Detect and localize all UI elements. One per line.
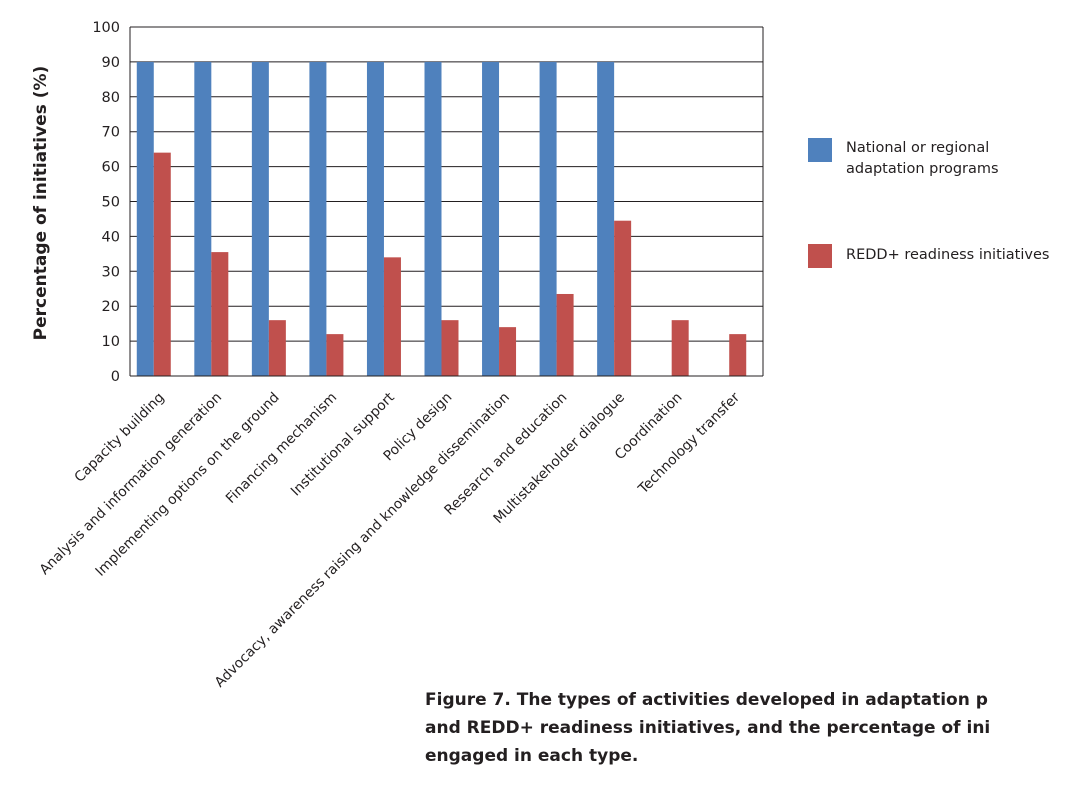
y-tick-label: 40 bbox=[102, 229, 120, 245]
bar-adaptation-4 bbox=[366, 61, 384, 377]
y-tick-label: 10 bbox=[102, 334, 120, 350]
bar-redd-4 bbox=[383, 257, 401, 376]
caption-line-3: engaged in each type. bbox=[425, 746, 639, 766]
bar-adaptation-5 bbox=[424, 61, 442, 377]
bar-redd-10 bbox=[729, 334, 747, 376]
y-tick-label: 80 bbox=[102, 90, 120, 106]
bar-adaptation-2 bbox=[251, 61, 269, 377]
legend-swatch-redd bbox=[808, 244, 832, 268]
bar-redd-1 bbox=[211, 252, 229, 376]
gridlines bbox=[130, 26, 763, 377]
legend-item-adaptation: National or regional adaptation programs bbox=[808, 138, 1036, 180]
caption-line-1: Figure 7. The types of activities develo… bbox=[425, 690, 988, 710]
bar-adaptation-3 bbox=[309, 61, 327, 377]
bar-redd-6 bbox=[499, 327, 517, 376]
y-tick-label: 60 bbox=[102, 160, 120, 176]
y-tick-label: 90 bbox=[102, 55, 120, 71]
y-tick-label: 70 bbox=[102, 125, 120, 141]
bar-adaptation-8 bbox=[597, 61, 615, 377]
bar-adaptation-6 bbox=[482, 61, 500, 377]
bar-redd-3 bbox=[326, 334, 344, 376]
x-tick-label: Institutional support bbox=[288, 389, 398, 499]
y-tick-label: 30 bbox=[102, 264, 120, 280]
figure-caption: Figure 7. The types of activities develo… bbox=[425, 686, 1088, 770]
bar-adaptation-7 bbox=[539, 61, 557, 377]
axes bbox=[129, 27, 764, 377]
legend-label-redd: REDD+ readiness initiatives bbox=[846, 247, 1050, 263]
bar-redd-0 bbox=[153, 152, 171, 376]
bars bbox=[136, 61, 747, 377]
y-tick-label: 50 bbox=[102, 195, 120, 211]
legend-swatch-adaptation bbox=[808, 138, 832, 162]
y-tick-label: 0 bbox=[111, 369, 120, 385]
bar-adaptation-0 bbox=[136, 61, 154, 377]
legend-label-adaptation: National or regional adaptation programs bbox=[846, 140, 999, 177]
y-tick-labels: 0 10 20 30 40 50 60 70 80 90 100 bbox=[92, 20, 120, 385]
bar-redd-2 bbox=[268, 320, 286, 376]
caption-line-2: and REDD+ readiness initiatives, and the… bbox=[425, 718, 991, 738]
x-tick-label: Financing mechanism bbox=[223, 390, 340, 507]
bar-redd-9 bbox=[671, 320, 689, 376]
bar-redd-7 bbox=[556, 293, 574, 376]
x-tick-label: Technology transfer bbox=[635, 389, 744, 498]
y-tick-label: 100 bbox=[92, 20, 120, 36]
bar-adaptation-1 bbox=[194, 61, 212, 377]
bar-redd-5 bbox=[441, 320, 459, 376]
bar-redd-8 bbox=[614, 220, 632, 376]
y-tick-label: 20 bbox=[102, 299, 120, 315]
legend-item-redd: REDD+ readiness initiatives bbox=[808, 244, 1086, 268]
y-axis-label: Percentage of initiatives (%) bbox=[31, 66, 51, 341]
